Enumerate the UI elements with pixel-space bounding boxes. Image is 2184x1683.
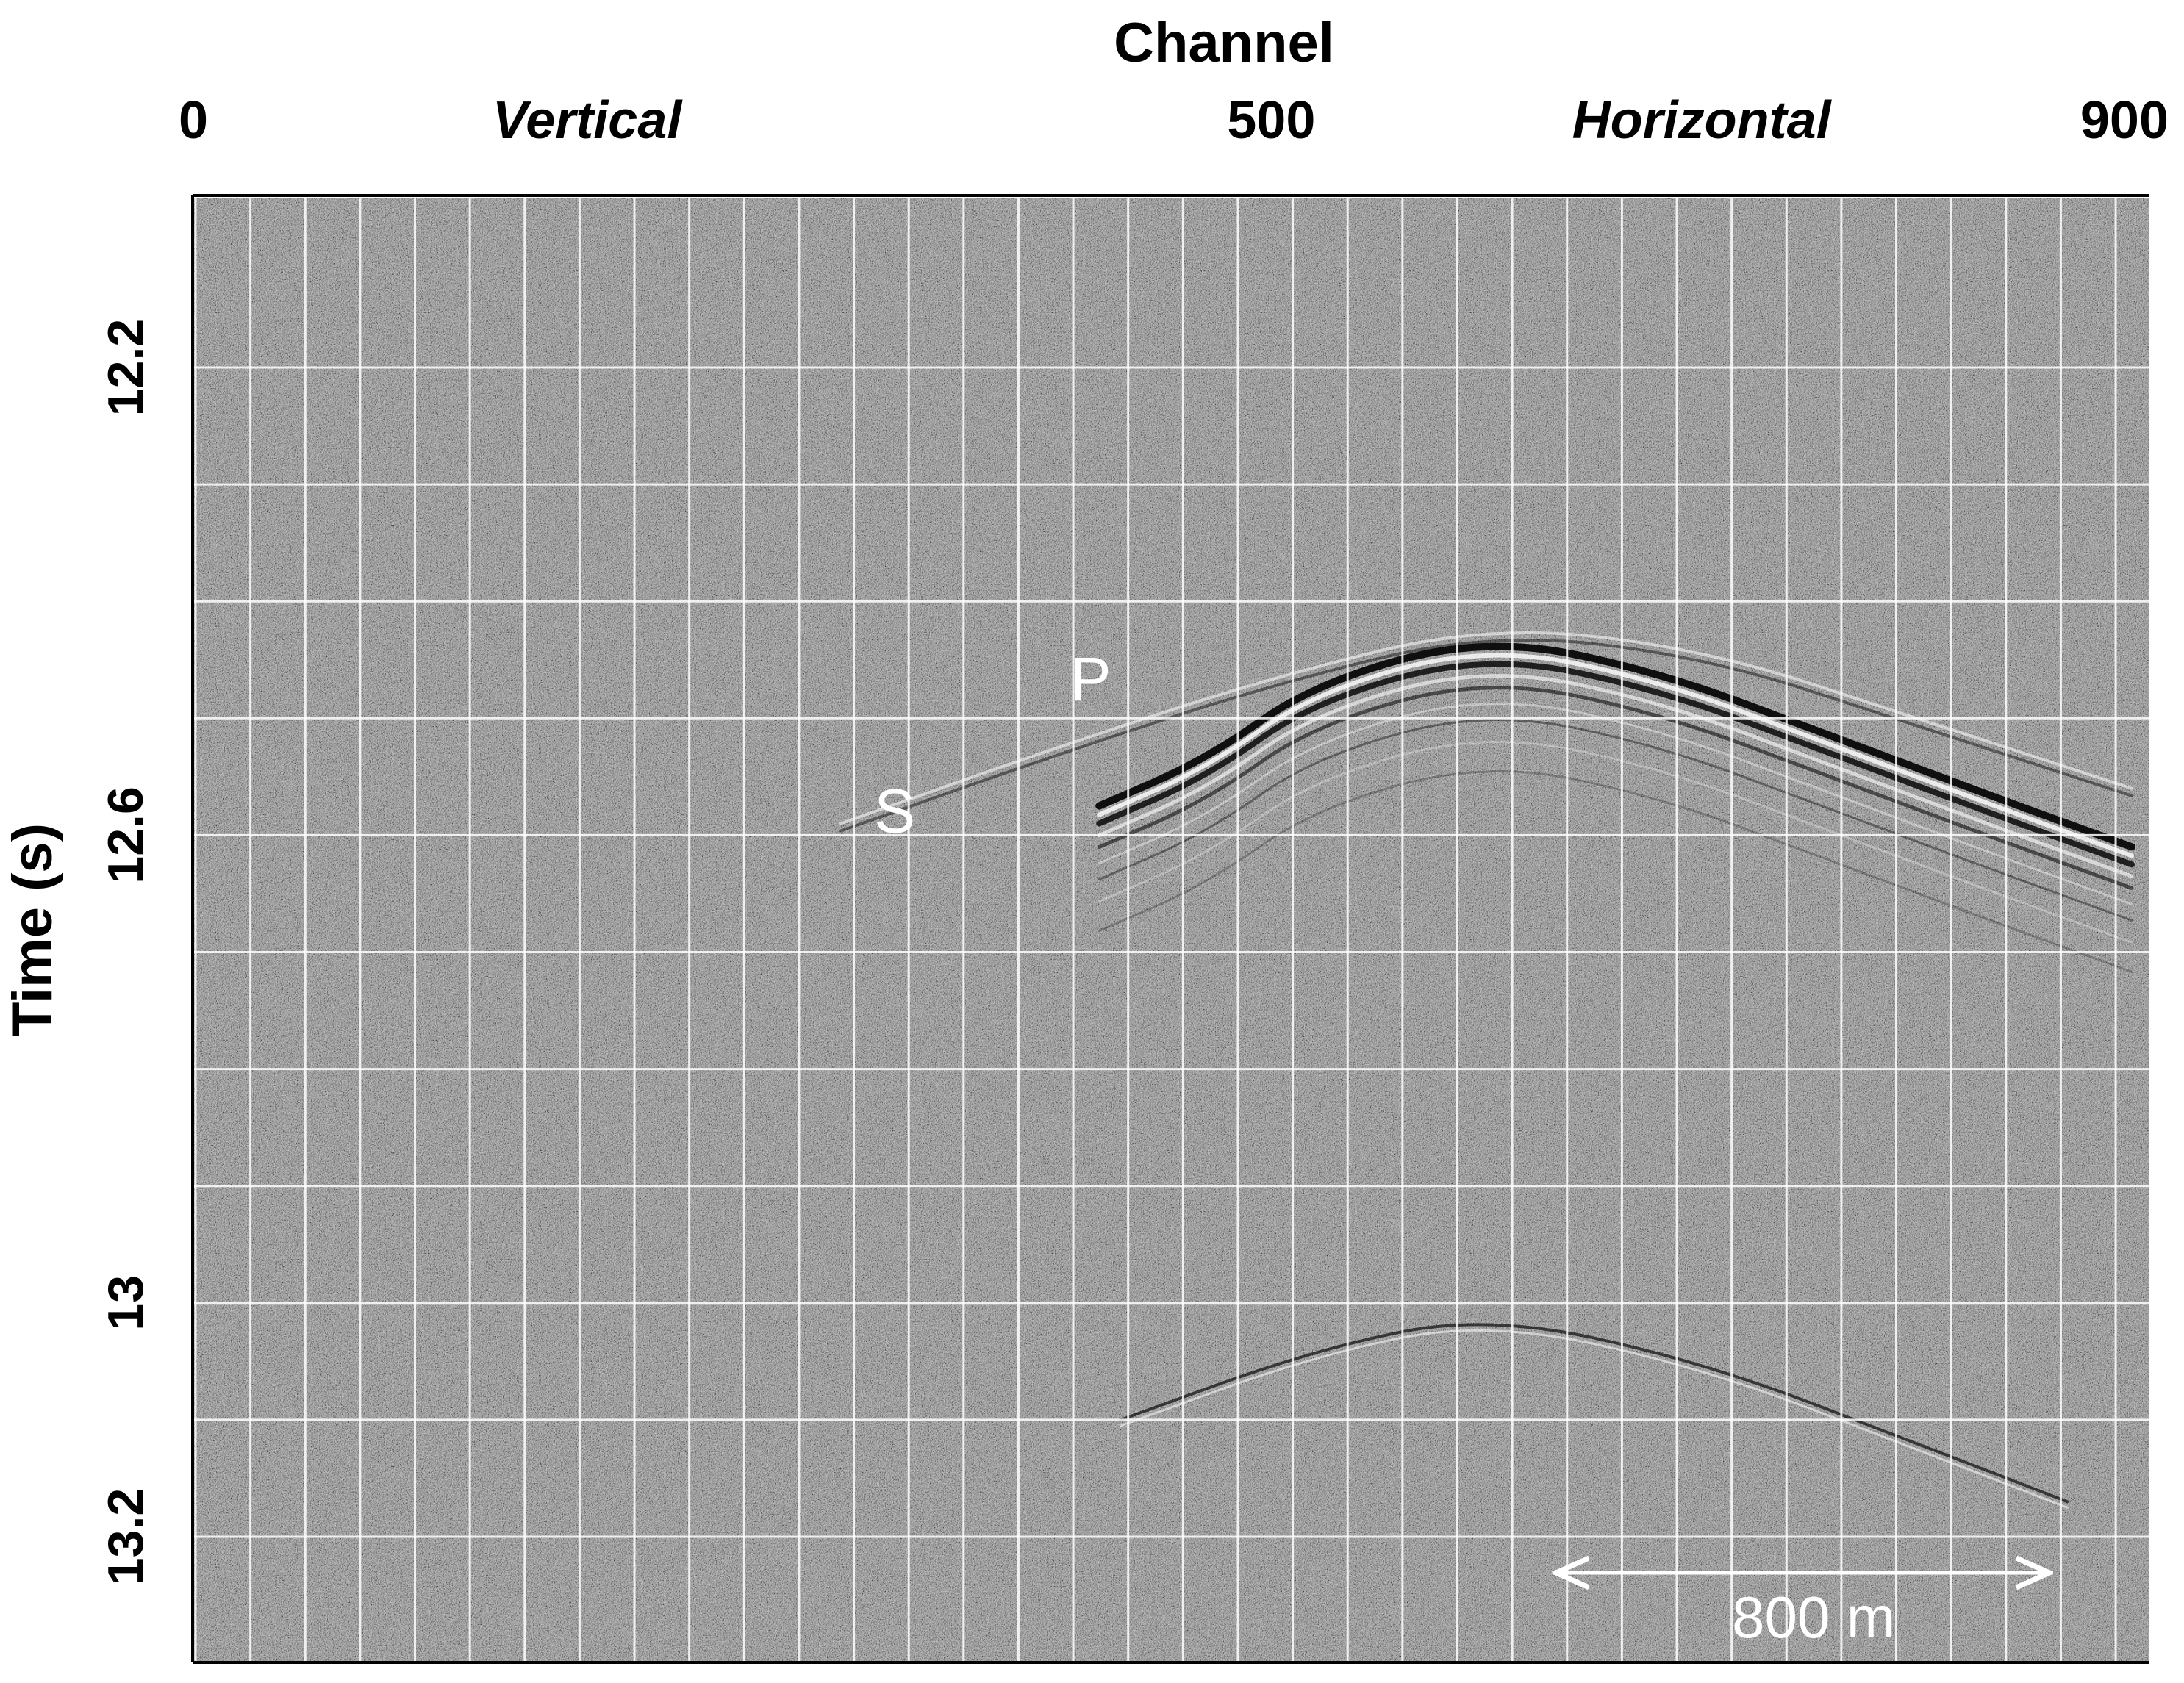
phase-label: P (1070, 645, 1111, 714)
y-tick-label: 13 (98, 1275, 154, 1331)
scale-bar: 800 m (1560, 1573, 2046, 1650)
event-wavelet (839, 639, 2133, 833)
y-tick-label: 13.2 (98, 1488, 154, 1585)
horizontal-grid (193, 366, 2149, 1538)
scale-bar-label: 800 m (1732, 1585, 1895, 1650)
y-tick-label: 12.2 (98, 319, 154, 416)
y-tick-labels: 12.2 12.6 13 13.2 (98, 319, 154, 1585)
section-label: Vertical (493, 91, 683, 150)
event-wavelet (1098, 741, 2133, 944)
event-wavelet (1097, 653, 2134, 858)
event-wavelet (1096, 661, 2135, 868)
x-tick-label: 900 (2080, 91, 2169, 150)
event-wavelet (1119, 1329, 2069, 1509)
event-wavelet (1097, 686, 2134, 890)
phase-label: S (874, 777, 915, 846)
section-labels: Vertical Horizontal (493, 91, 1833, 150)
x-axis-label: Channel (1114, 12, 1334, 74)
vertical-grid (194, 198, 2117, 1661)
event-wavelet (1098, 703, 2133, 905)
x-tick-label: 500 (1227, 91, 1315, 150)
event-wavelet (1098, 770, 2133, 973)
x-tick-label: 0 (179, 91, 208, 150)
event-wavelet (1095, 642, 2135, 851)
y-tick-label: 12.6 (98, 786, 154, 883)
event-wavelet (1097, 674, 2134, 878)
event-wavelet (839, 631, 2133, 825)
phase-annotations: PS (874, 645, 1111, 846)
section-label: Horizontal (1572, 91, 1833, 150)
event-wavelet (1119, 1323, 2069, 1504)
y-axis-label: Time (s) (1, 823, 64, 1036)
x-tick-labels: 0 500 900 (179, 91, 2169, 150)
seismic-events (839, 631, 2135, 1509)
plot-area: PS 800 m (193, 198, 2149, 1661)
noise-texture (193, 198, 2149, 1661)
event-wavelet (1098, 719, 2133, 922)
